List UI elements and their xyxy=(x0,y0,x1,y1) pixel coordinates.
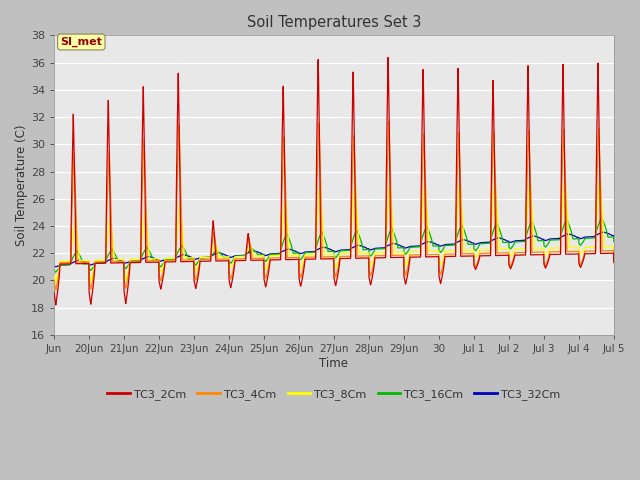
Title: Soil Temperatures Set 3: Soil Temperatures Set 3 xyxy=(246,15,421,30)
X-axis label: Time: Time xyxy=(319,357,348,370)
Y-axis label: Soil Temperature (C): Soil Temperature (C) xyxy=(15,124,28,246)
Legend: TC3_2Cm, TC3_4Cm, TC3_8Cm, TC3_16Cm, TC3_32Cm: TC3_2Cm, TC3_4Cm, TC3_8Cm, TC3_16Cm, TC3… xyxy=(103,384,564,404)
Text: SI_met: SI_met xyxy=(60,37,102,47)
